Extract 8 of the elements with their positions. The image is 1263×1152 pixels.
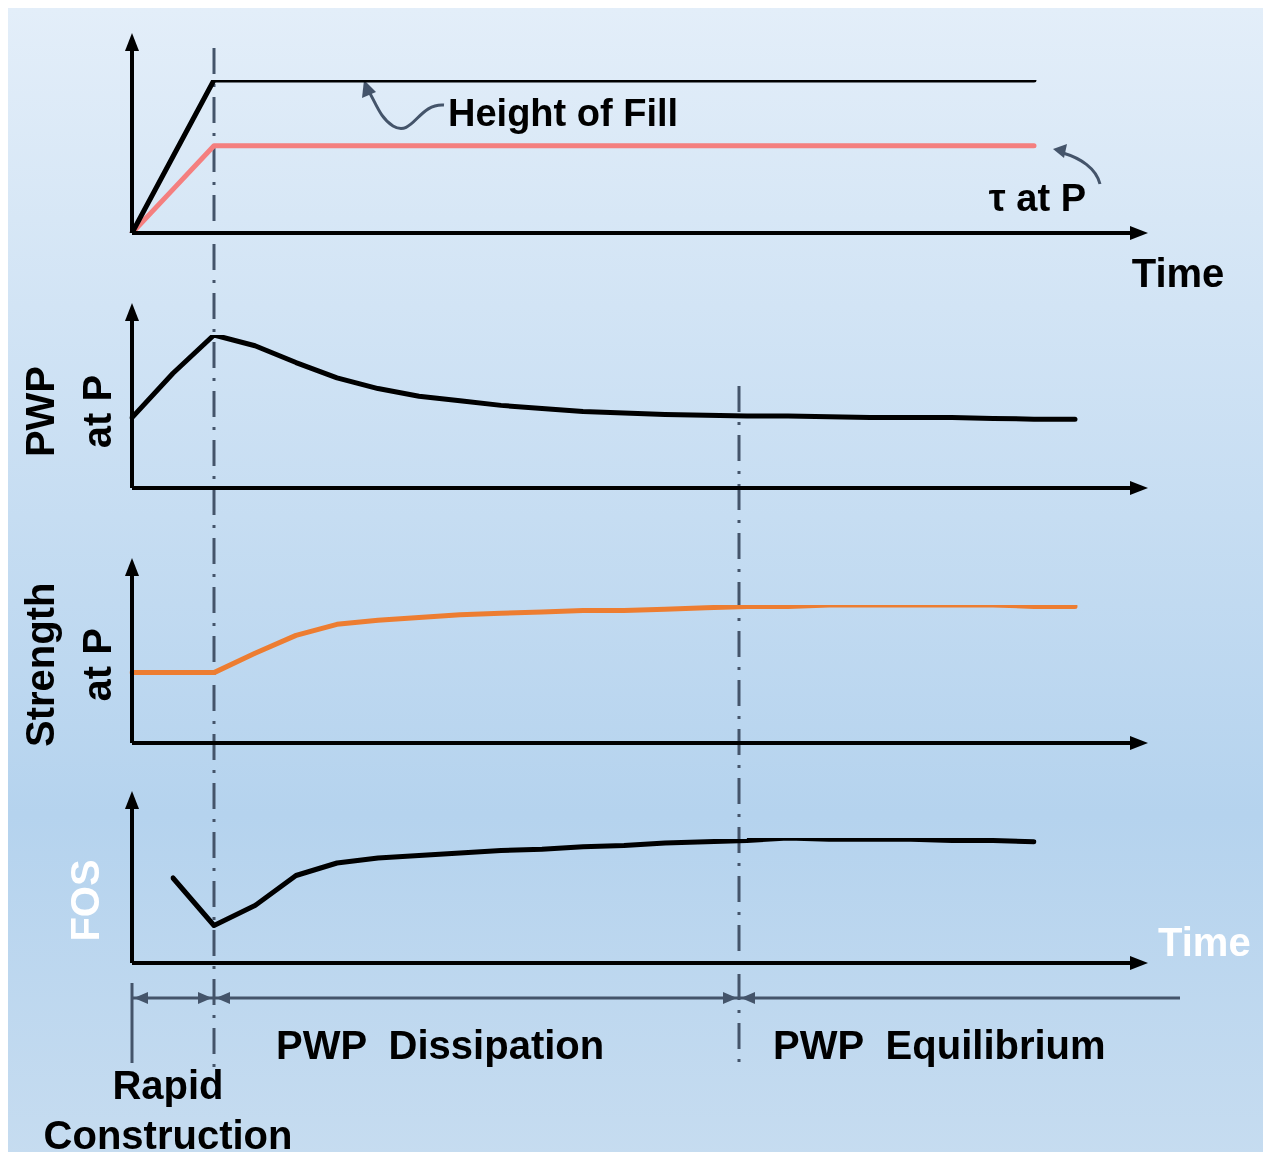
y-axis-title: PWP at P [18,365,120,458]
y-axis-title: FOS [63,859,108,942]
y-axis-title: Strength at P [18,582,120,747]
series-label: τ at P [988,177,1086,220]
series-label: Height of Fill [448,92,679,135]
x-axis-title: Time [1158,920,1251,965]
x-axis-title: Time [1131,251,1225,296]
text: PWP Equilibrium [773,1022,1107,1069]
